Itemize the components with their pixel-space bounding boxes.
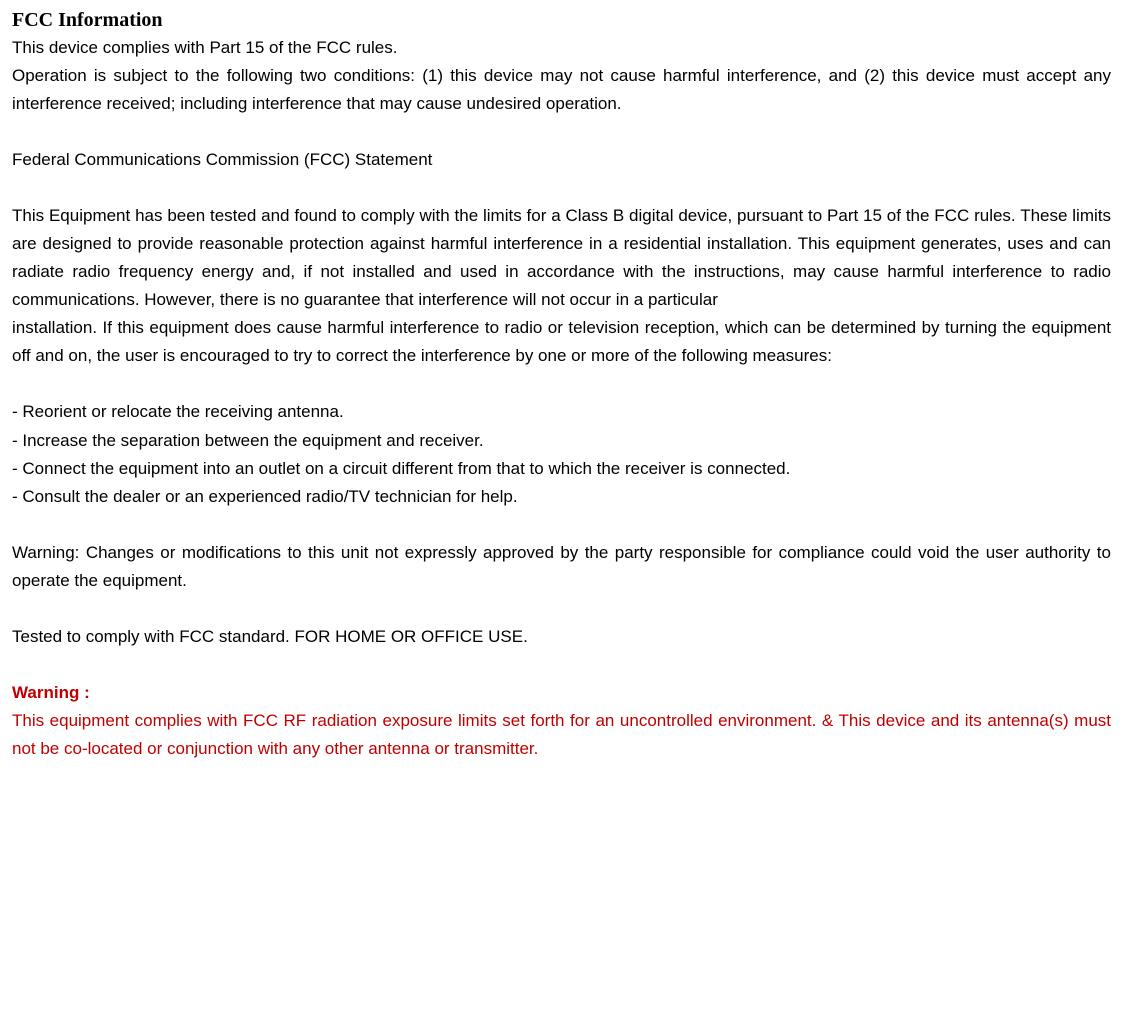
warning-body: This equipment complies with FCC RF radi… (12, 707, 1111, 763)
paragraph-conditions: Operation is subject to the following tw… (12, 62, 1111, 118)
warning-heading: Warning : (12, 679, 1111, 707)
paragraph-compliance: This device complies with Part 15 of the… (12, 34, 1111, 62)
bullet-outlet: - Connect the equipment into an outlet o… (12, 455, 1111, 483)
spacer (12, 651, 1111, 679)
paragraph-class-b-2: installation. If this equipment does cau… (12, 314, 1111, 370)
spacer (12, 511, 1111, 539)
spacer (12, 174, 1111, 202)
paragraph-fcc-statement-heading: Federal Communications Commission (FCC) … (12, 146, 1111, 174)
document-title: FCC Information (12, 8, 1111, 32)
paragraph-tested: Tested to comply with FCC standard. FOR … (12, 623, 1111, 651)
bullet-consult: - Consult the dealer or an experienced r… (12, 483, 1111, 511)
paragraph-warning-modifications: Warning: Changes or modifications to thi… (12, 539, 1111, 595)
spacer (12, 595, 1111, 623)
bullet-separation: - Increase the separation between the eq… (12, 427, 1111, 455)
paragraph-class-b-1: This Equipment has been tested and found… (12, 202, 1111, 314)
spacer (12, 370, 1111, 398)
bullet-reorient: - Reorient or relocate the receiving ant… (12, 398, 1111, 426)
spacer (12, 118, 1111, 146)
